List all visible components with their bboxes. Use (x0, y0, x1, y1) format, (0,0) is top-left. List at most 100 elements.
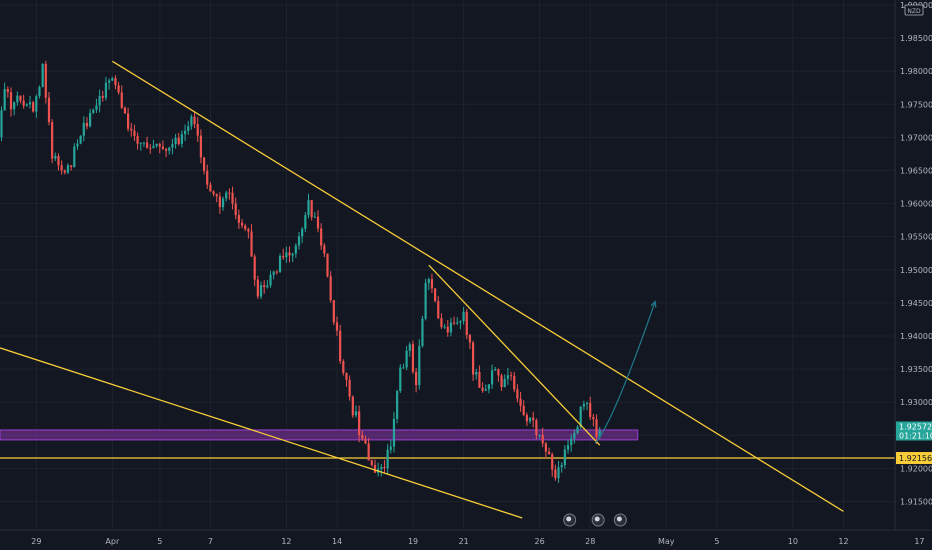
candle-body (285, 252, 288, 258)
candle-body (63, 170, 66, 173)
candle-body (313, 216, 316, 218)
event-marker-glyph (594, 516, 600, 522)
candle-body (6, 89, 9, 93)
candle-body (396, 391, 399, 419)
time-tick-label: 10 (788, 537, 798, 546)
candle-body (370, 460, 373, 466)
candle-body (516, 389, 519, 399)
countdown-label: 01:21:10 (899, 431, 932, 440)
candle-body (342, 361, 345, 374)
candle-body (408, 344, 411, 351)
candle-body (123, 107, 127, 114)
price-tick-label: 1.95500 (900, 233, 932, 242)
candle-body (98, 96, 101, 106)
candle-body (253, 256, 256, 280)
candle-body (247, 229, 250, 232)
candle-body (272, 271, 275, 275)
currency-badge: NZD (904, 4, 924, 16)
candle-body (579, 406, 582, 427)
candle-body (259, 285, 263, 297)
demand-zone-box (0, 429, 639, 441)
time-tick-label: 26 (535, 537, 545, 546)
candle-body (462, 311, 465, 322)
candle-body (164, 148, 168, 151)
candle-body (383, 467, 386, 469)
candle-body (275, 271, 278, 273)
candle-body (234, 203, 237, 216)
candle-body (209, 184, 212, 192)
candle-body (345, 373, 348, 380)
candle-body (500, 375, 503, 388)
candle-body (152, 146, 155, 149)
candle-body (199, 135, 202, 158)
candle-body (76, 143, 79, 147)
candle-body (389, 446, 392, 450)
candle-body (326, 253, 329, 277)
candle-body (335, 322, 339, 331)
candle-body (127, 113, 130, 129)
price-tick-label: 1.96000 (900, 200, 932, 209)
candle-body (348, 379, 351, 397)
candle-body (70, 165, 73, 167)
candle-body (47, 97, 51, 123)
candle-body (405, 350, 408, 368)
price-tick-label: 1.91500 (900, 497, 932, 506)
candle-body (145, 142, 149, 148)
candle-body (215, 194, 218, 197)
candle-body (139, 142, 142, 144)
candle-body (54, 155, 57, 159)
price-tick-label: 1.98500 (900, 34, 932, 43)
candle-body (180, 134, 184, 144)
candle-body (38, 86, 41, 97)
candle-body (418, 346, 421, 386)
candle-body (111, 78, 114, 81)
projection-arrow (594, 300, 657, 444)
candle-body (541, 434, 544, 444)
candle-body (532, 417, 535, 421)
candle-body (481, 387, 484, 391)
candle-body (60, 165, 63, 171)
candle-body (592, 417, 595, 420)
price-tick-label: 1.94000 (900, 332, 932, 341)
trendlines (0, 60, 844, 519)
candle-body (544, 443, 547, 452)
candle-body (415, 371, 418, 386)
last-price-label: 1.92572 (899, 422, 932, 431)
candle-body (51, 122, 54, 159)
candle-body (187, 126, 190, 131)
support-price-badge (896, 452, 932, 465)
candle-body (149, 147, 152, 149)
candle-body (361, 434, 364, 439)
candle-body (332, 300, 335, 323)
candle-body (582, 403, 585, 407)
time-tick-label: 29 (31, 537, 41, 546)
candle-body (231, 192, 234, 204)
time-axis-ticks: 29Apr57121419212628May510121719 (31, 537, 924, 546)
price-axis[interactable]: 1.990001.985001.980001.975001.970001.965… (894, 0, 932, 530)
candle-body (535, 420, 538, 436)
time-tick-label: 5 (157, 537, 162, 546)
candle-body (3, 89, 6, 111)
candle-body (538, 434, 541, 436)
candle-body (503, 378, 506, 388)
candle-body (402, 367, 405, 369)
candle-body (9, 92, 13, 110)
candle-body (101, 96, 104, 98)
candle-body (528, 417, 532, 422)
time-tick-label: Apr (105, 537, 120, 546)
candle-body (358, 411, 361, 435)
candle-body (183, 130, 187, 135)
candlestick-series (0, 60, 601, 483)
candle-body (206, 170, 209, 185)
time-axis[interactable]: 29Apr57121419212628May510121719 (0, 529, 932, 550)
candle-body (585, 403, 589, 405)
candle-body (440, 318, 443, 328)
candle-body (475, 371, 478, 375)
candle-body (339, 330, 342, 362)
candle-body (28, 102, 32, 105)
price-tick-label: 1.96500 (900, 166, 932, 175)
candle-body (307, 200, 310, 216)
candle-body (589, 403, 592, 418)
candle-body (130, 128, 133, 131)
